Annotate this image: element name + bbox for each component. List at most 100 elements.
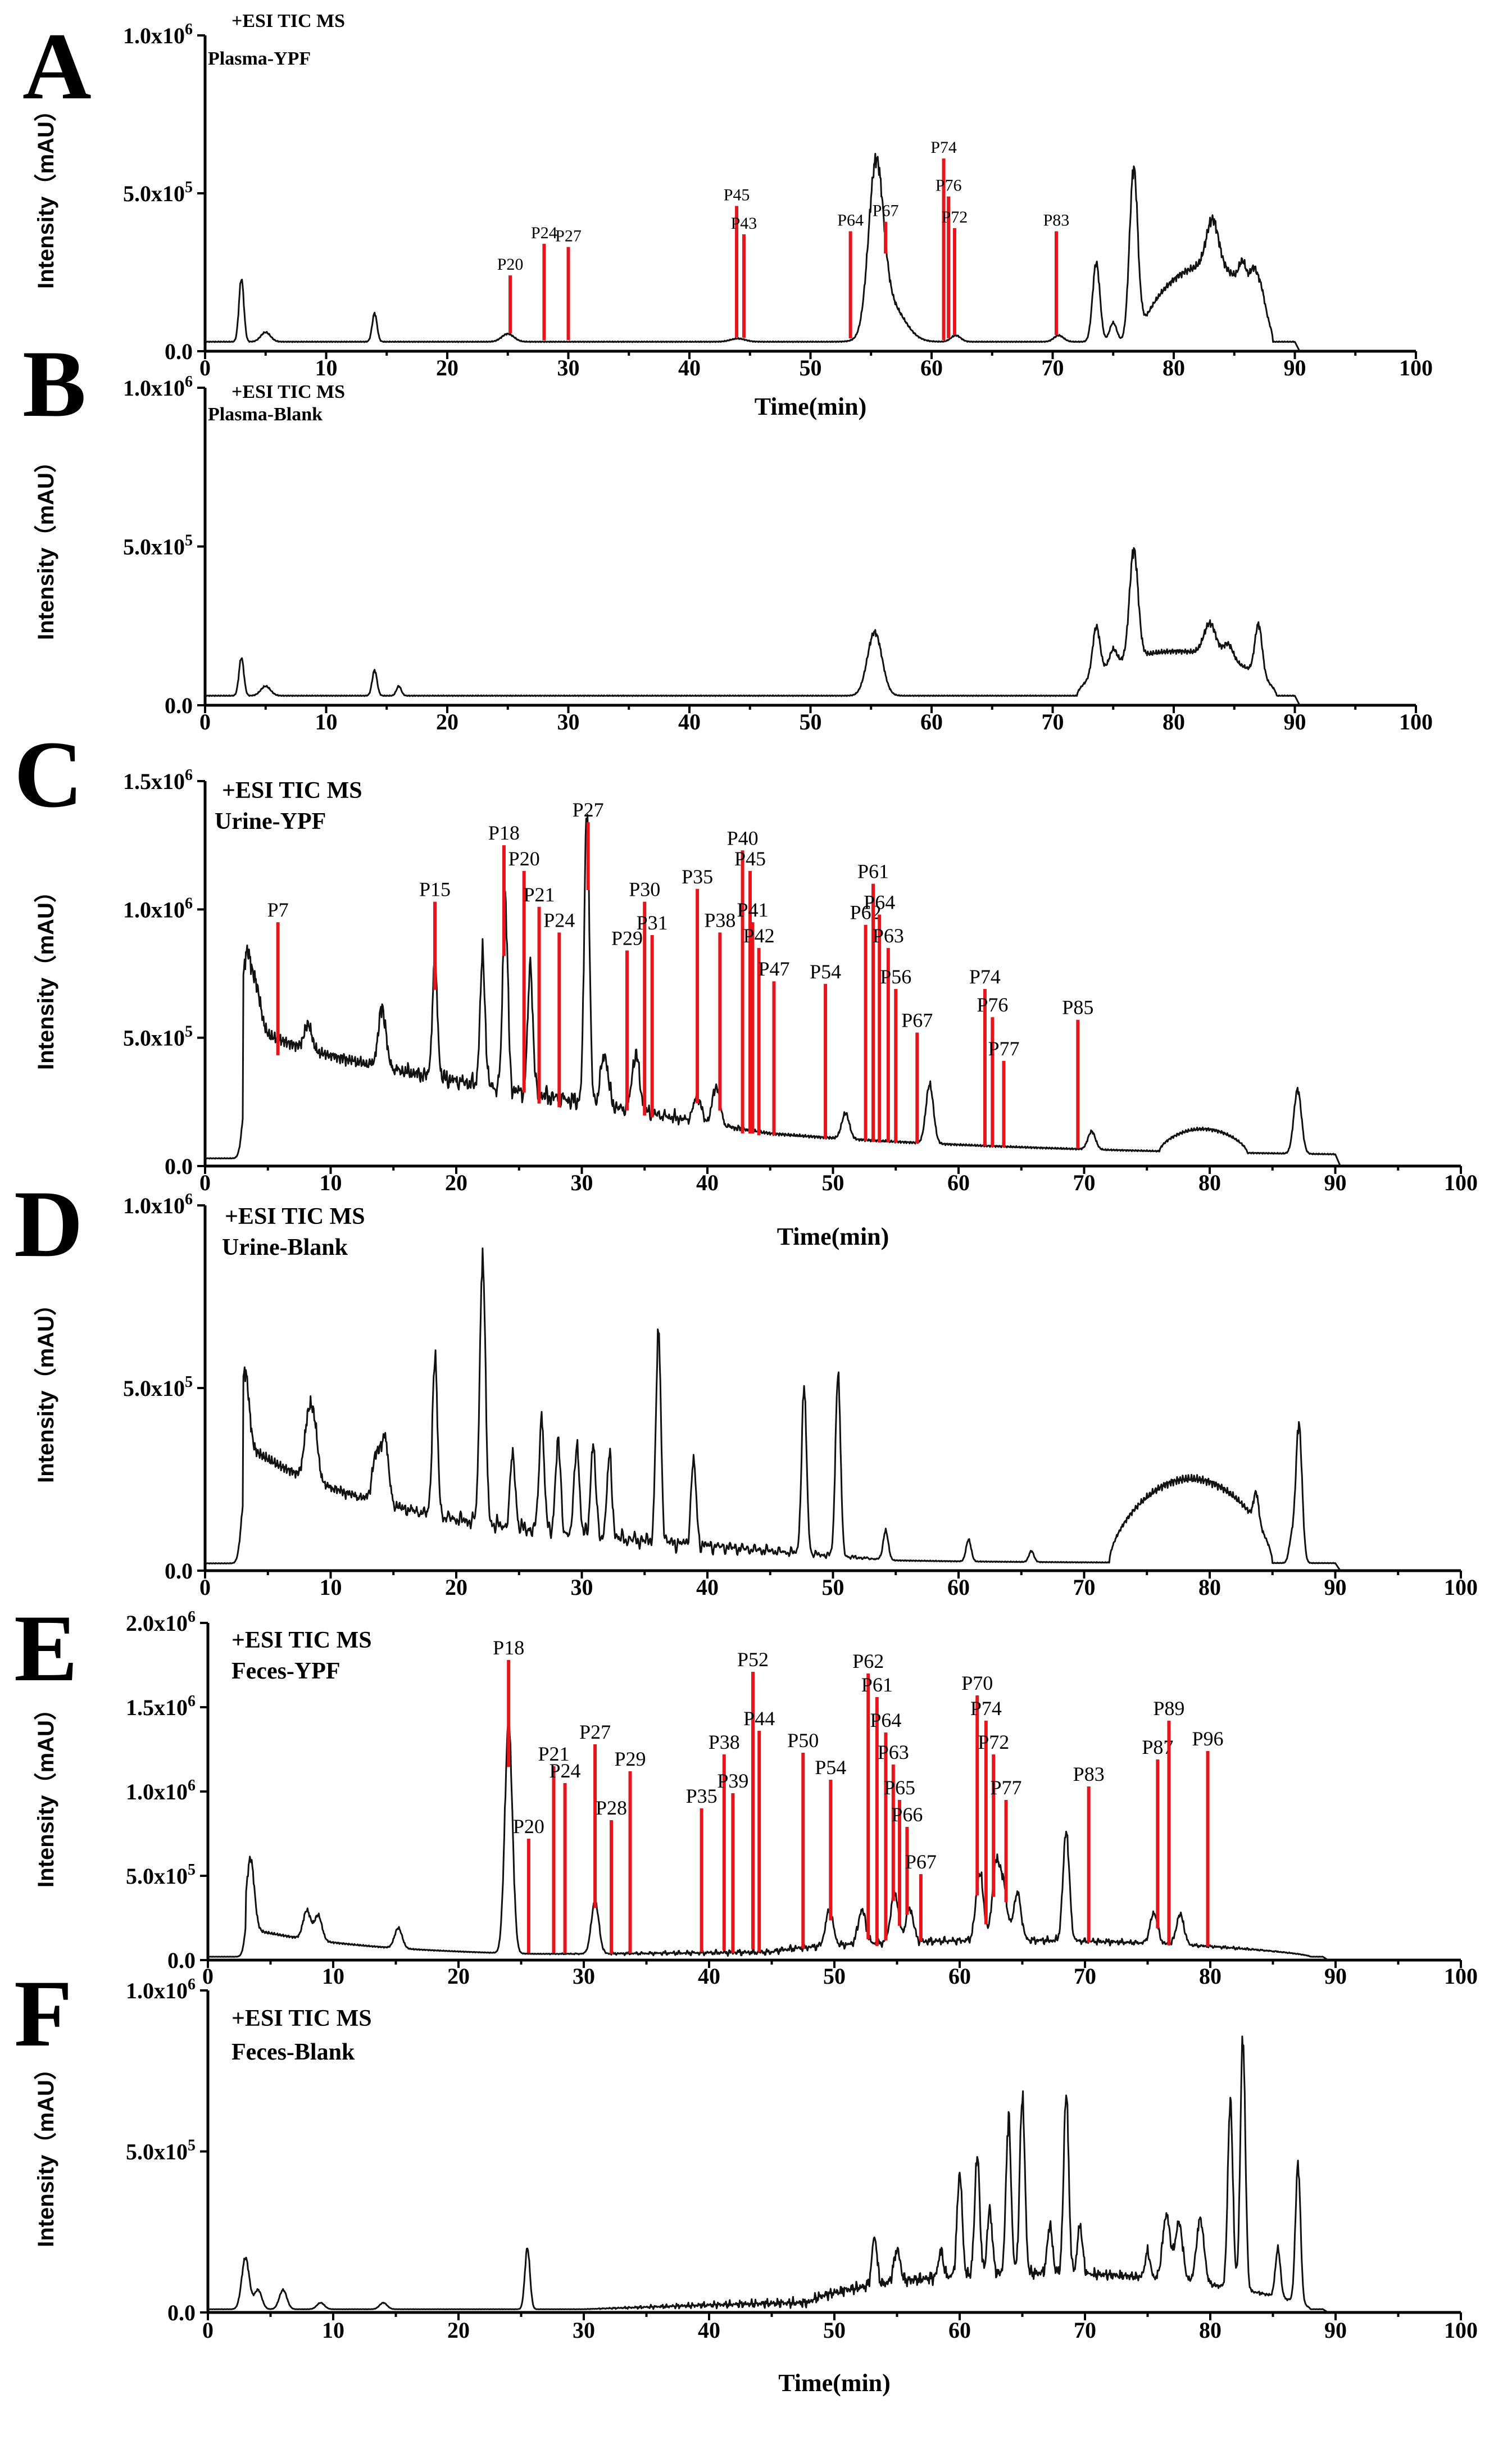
peak-label: P24: [531, 224, 557, 242]
x-tick-label: 60: [920, 355, 943, 380]
x-tick-label: 70: [1073, 1575, 1096, 1600]
x-tick-label: 60: [920, 709, 943, 734]
peak-label: P67: [901, 1009, 933, 1032]
tic-trace: [205, 1247, 1341, 1571]
x-tick-label: 20: [445, 1575, 467, 1600]
peak-label: P15: [419, 878, 451, 901]
peak-label: P29: [611, 927, 643, 949]
peak-label: P21: [538, 1743, 569, 1765]
x-tick-label: 10: [320, 1170, 342, 1195]
y-tick-label: 0.0: [167, 2300, 196, 2325]
y-tick-label: 1.5x106: [123, 767, 193, 794]
y-axis-title: Intensity（mAU）: [34, 1698, 58, 1888]
x-tick-label: 0: [199, 1575, 211, 1600]
y-tick-label: 0.0: [165, 1558, 193, 1584]
y-tick-label: 1.5x106: [126, 1693, 196, 1720]
peak-label: P20: [508, 847, 540, 870]
peak-label: P45: [724, 185, 750, 204]
peak-label: P54: [815, 1756, 846, 1779]
x-tick-label: 20: [436, 355, 458, 380]
peak-label: P56: [880, 965, 911, 988]
x-tick-label: 0: [199, 355, 211, 380]
chart-title: +ESI TIC MS: [231, 2006, 372, 2031]
x-tick-label: 80: [1163, 355, 1185, 380]
peak-label: P65: [884, 1776, 915, 1799]
peak-label: P61: [857, 860, 889, 883]
peak-label: P35: [686, 1785, 718, 1807]
chart-panel-F: F0 10 20 30 40 50 60 70 80 90 1000.05.0x1051.0x106…: [14, 1961, 1478, 2397]
peak-label: P38: [704, 909, 735, 931]
x-tick-label: 50: [800, 709, 822, 734]
peak-label: P63: [873, 924, 904, 947]
chart-panel-B: B0 10 20 30 40 50 60 70 80 90 1000.05.0x1051.0x106…: [22, 331, 1433, 734]
peak-label: P38: [709, 1731, 740, 1753]
x-tick-label: 90: [1324, 1963, 1347, 1989]
peak-label: P77: [990, 1776, 1021, 1799]
y-tick-label: 5.0x105: [123, 1373, 193, 1401]
x-tick-label: 80: [1198, 1575, 1221, 1600]
peak-label: P24: [543, 909, 575, 931]
x-tick-label: 50: [823, 1963, 846, 1989]
peak-label: P27: [579, 1721, 611, 1743]
x-tick-label: 40: [696, 1575, 719, 1600]
peak-label: P20: [497, 255, 524, 274]
x-tick-label: 50: [822, 1170, 844, 1195]
chart-panel-C: C 0 10 20 30 40 50 60 70 80 90 100 0.0 5.0x105 1.0x106…: [14, 722, 1478, 1250]
peak-label: P62: [852, 1650, 884, 1672]
peak-label: P29: [614, 1748, 646, 1770]
y-axis-title: Intensity（mAU）: [34, 2057, 58, 2247]
peak-label: P83: [1073, 1763, 1105, 1785]
peak-label: P27: [573, 799, 604, 821]
y-tick-label: 0.0: [165, 339, 193, 364]
peak-label: P64: [864, 891, 895, 913]
peak-label: P96: [1192, 1727, 1224, 1750]
peak-label: P54: [810, 960, 841, 983]
peak-label: P52: [737, 1648, 769, 1671]
peak-label: P28: [596, 1797, 627, 1819]
tic-trace: [205, 814, 1341, 1167]
y-tick-label: 1.0x106: [126, 1976, 196, 2003]
x-axis-title: Time(min): [755, 393, 867, 420]
peak-label: P72: [978, 1731, 1009, 1753]
peak-label: P27: [555, 227, 582, 246]
x-tick-label: 90: [1324, 1575, 1347, 1600]
chart-subtitle: Feces-Blank: [231, 2039, 355, 2065]
x-tick-label: 0: [202, 2317, 214, 2343]
x-tick-label: 90: [1284, 709, 1306, 734]
x-tick-label: 100: [1444, 1575, 1478, 1600]
panel-letter: B: [22, 331, 86, 437]
peak-label: P66: [891, 1803, 923, 1826]
peak-label: P64: [837, 211, 864, 229]
peak-label: P70: [961, 1672, 993, 1694]
peak-label: P47: [758, 958, 789, 980]
peak-label: P18: [493, 1636, 524, 1659]
x-tick-label: 100: [1399, 355, 1433, 380]
y-tick-label: 5.0x105: [123, 532, 193, 560]
x-tick-label: 20: [447, 2317, 470, 2343]
peak-label: P64: [870, 1709, 901, 1731]
chart-title: +ESI TIC MS: [231, 11, 345, 31]
peak-label: P44: [743, 1707, 775, 1730]
x-tick-label: 80: [1163, 709, 1185, 734]
chart-subtitle: Plasma-Blank: [208, 404, 323, 425]
x-tick-label: 50: [822, 1575, 844, 1600]
y-tick-label: 2.0x106: [126, 1608, 196, 1636]
peak-label: P40: [727, 827, 759, 849]
x-tick-label: 30: [571, 1575, 593, 1600]
peak-label: P39: [717, 1770, 748, 1792]
x-tick-label: 40: [696, 1170, 719, 1195]
chart-subtitle: Urine-YPF: [215, 809, 326, 835]
x-tick-label: 30: [573, 2317, 595, 2343]
x-tick-label: 20: [447, 1963, 470, 1989]
x-tick-label: 50: [823, 2317, 846, 2343]
x-tick-label: 0: [202, 1963, 214, 1989]
chart-title: +ESI TIC MS: [222, 778, 362, 804]
peak-label: P76: [936, 176, 962, 195]
chart-title: +ESI TIC MS: [231, 1627, 372, 1653]
x-tick-label: 70: [1042, 355, 1064, 380]
x-tick-label: 80: [1199, 1963, 1222, 1989]
x-tick-label: 10: [315, 355, 338, 380]
x-tick-label: 60: [948, 1963, 971, 1989]
x-tick-label: 100: [1444, 1170, 1478, 1195]
